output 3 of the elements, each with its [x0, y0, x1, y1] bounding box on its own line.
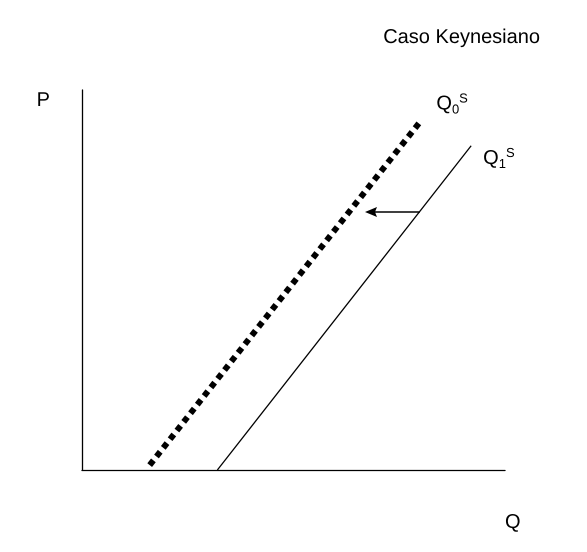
y-axis-title: P — [36, 89, 50, 111]
chart-title: Caso Keynesiano — [383, 26, 540, 48]
x-axis-title: Q — [505, 511, 521, 533]
